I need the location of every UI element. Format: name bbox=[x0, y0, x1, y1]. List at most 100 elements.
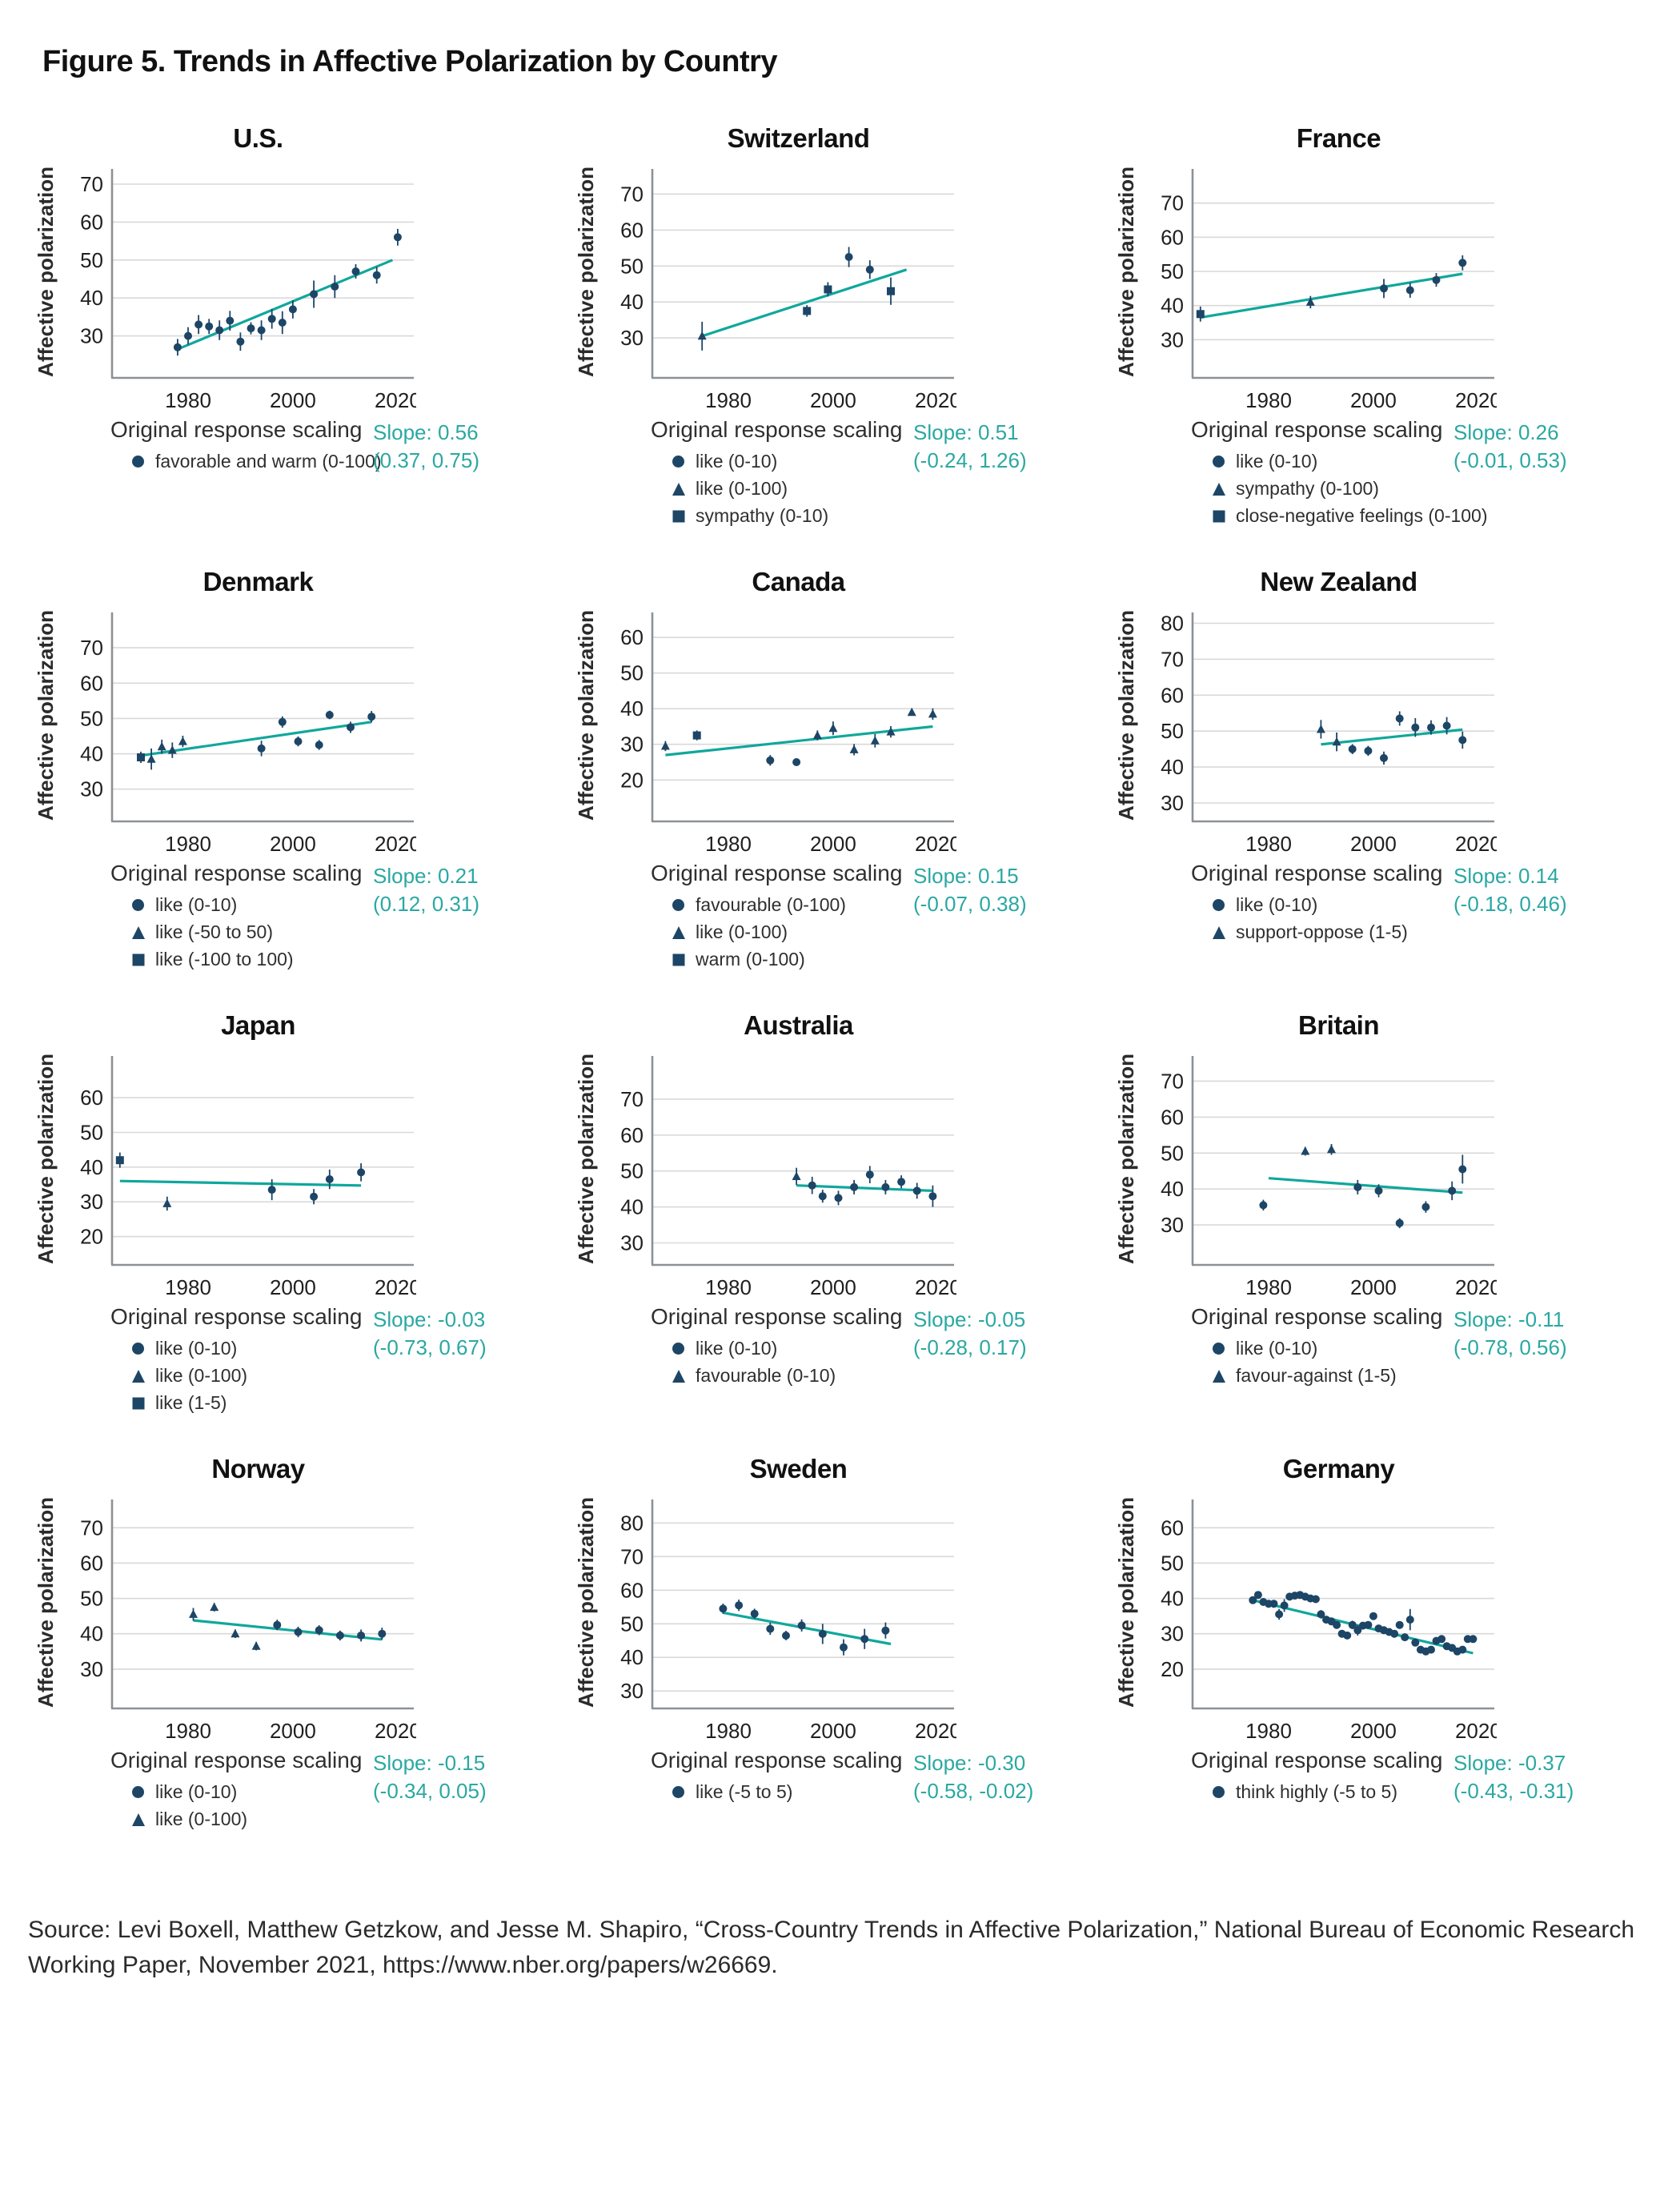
legend-item-label: like (-50 to 50) bbox=[155, 921, 274, 942]
svg-text:60: 60 bbox=[1161, 225, 1184, 249]
charts-grid: U.S. Affective polarization 30 40 50 60 70 19… bbox=[24, 118, 1644, 1868]
chart-plot: 30 40 50 60 70 80 1980 2000 2020 bbox=[1161, 612, 1497, 853]
slope-ci: (0.37, 0.75) bbox=[373, 448, 479, 473]
legend-item-label: like (0-10) bbox=[1236, 451, 1318, 472]
svg-text:60: 60 bbox=[620, 1578, 644, 1602]
legend-item: like (0-10) bbox=[1212, 1338, 1645, 1359]
legend-item-label: warm (0-100) bbox=[696, 949, 805, 970]
legend-item: sympathy (0-10) bbox=[672, 505, 1105, 527]
triangle-marker-icon bbox=[1212, 482, 1229, 496]
square-marker-icon bbox=[672, 953, 689, 967]
svg-text:50: 50 bbox=[1161, 1141, 1184, 1165]
svg-text:40: 40 bbox=[620, 1645, 644, 1669]
legend-item: like (0-10) bbox=[1212, 451, 1645, 472]
svg-text:2000: 2000 bbox=[1350, 1275, 1397, 1296]
slope-annotation: Slope: 0.14 (-0.18, 0.46) bbox=[1453, 862, 1567, 918]
svg-text:80: 80 bbox=[1161, 612, 1184, 636]
legend-item: favour-against (1-5) bbox=[1212, 1365, 1645, 1387]
svg-text:2020: 2020 bbox=[375, 832, 416, 853]
slope-ci: (-0.18, 0.46) bbox=[1453, 892, 1567, 917]
legend: Original response scaling like (0-10) lik… bbox=[110, 1304, 564, 1414]
y-axis-label: Affective polarization bbox=[574, 609, 598, 821]
svg-text:30: 30 bbox=[620, 326, 644, 350]
svg-text:70: 70 bbox=[80, 636, 103, 660]
svg-text:50: 50 bbox=[1161, 1551, 1184, 1575]
legend-heading: Original response scaling bbox=[110, 1748, 363, 1772]
slope-ci: (-0.78, 0.56) bbox=[1453, 1335, 1567, 1360]
legend-row: Original response scaling like (0-10) lik… bbox=[651, 417, 1105, 537]
chart-plot: 30 40 50 60 70 1980 2000 2020 bbox=[80, 169, 416, 409]
legend-item: like (0-100) bbox=[131, 1365, 564, 1387]
svg-text:1980: 1980 bbox=[165, 1719, 211, 1740]
svg-text:2020: 2020 bbox=[915, 1275, 956, 1296]
chart-panel-germany: Germany Affective polarization 20 30 40 50 6… bbox=[1105, 1448, 1645, 1868]
circle-marker-icon bbox=[672, 1785, 689, 1799]
triangle-marker-icon bbox=[672, 925, 689, 940]
slope-annotation: Slope: 0.56 (0.37, 0.75) bbox=[373, 419, 479, 475]
svg-text:70: 70 bbox=[620, 182, 644, 206]
svg-text:40: 40 bbox=[80, 1155, 103, 1179]
slope-value: Slope: -0.15 bbox=[373, 1751, 486, 1775]
legend-items: favourable (0-100) like (0-100) warm (0-10… bbox=[672, 894, 1105, 970]
square-marker-icon bbox=[672, 509, 689, 524]
chart-panel-u-s: U.S. Affective polarization 30 40 50 60 70 19… bbox=[24, 118, 564, 537]
slope-annotation: Slope: -0.11 (-0.78, 0.56) bbox=[1453, 1306, 1567, 1362]
triangle-marker-icon bbox=[131, 1813, 149, 1827]
legend-item: like (0-10) bbox=[672, 1338, 1105, 1359]
legend-item: like (0-10) bbox=[131, 1781, 564, 1803]
square-marker-icon bbox=[131, 953, 149, 967]
chart-panel-australia: Australia Affective polarization 30 40 50 6… bbox=[564, 1005, 1105, 1424]
svg-text:1980: 1980 bbox=[705, 1719, 752, 1740]
slope-value: Slope: 0.14 bbox=[1453, 864, 1559, 888]
svg-text:50: 50 bbox=[80, 1587, 103, 1611]
svg-text:1980: 1980 bbox=[1245, 388, 1292, 409]
chart-title: Switzerland bbox=[727, 123, 870, 153]
legend-item-label: favourable (0-100) bbox=[696, 894, 846, 915]
svg-text:70: 70 bbox=[1161, 1069, 1184, 1093]
y-axis-label: Affective polarization bbox=[574, 166, 598, 377]
slope-ci: (-0.07, 0.38) bbox=[913, 892, 1027, 917]
legend-item-label: like (0-100) bbox=[155, 1365, 248, 1386]
slope-value: Slope: -0.03 bbox=[373, 1307, 486, 1331]
triangle-marker-icon bbox=[672, 482, 689, 496]
legend-heading: Original response scaling bbox=[110, 861, 363, 885]
legend-heading: Original response scaling bbox=[110, 1304, 363, 1329]
legend-row: Original response scaling like (0-10) lik… bbox=[110, 1304, 564, 1424]
svg-text:1980: 1980 bbox=[1245, 1275, 1292, 1296]
chart-panel-norway: Norway Affective polarization 30 40 50 60 70… bbox=[24, 1448, 564, 1868]
legend-heading: Original response scaling bbox=[651, 417, 903, 442]
legend-item-label: like (0-10) bbox=[155, 894, 238, 915]
chart-title: Canada bbox=[752, 567, 845, 596]
chart-plot: 30 40 50 60 70 1980 2000 2020 bbox=[620, 169, 956, 409]
svg-text:2000: 2000 bbox=[810, 1719, 856, 1740]
svg-text:30: 30 bbox=[620, 733, 644, 757]
slope-value: Slope: -0.11 bbox=[1453, 1307, 1565, 1331]
legend-row: Original response scaling like (0-10) fav… bbox=[1191, 1304, 1645, 1424]
legend-items: like (0-10) support-oppose (1-5) bbox=[1212, 894, 1645, 943]
svg-text:40: 40 bbox=[620, 697, 644, 721]
y-axis-label: Affective polarization bbox=[34, 609, 58, 821]
slope-ci: (-0.28, 0.17) bbox=[913, 1335, 1027, 1360]
legend-row: Original response scaling like (0-10) sym… bbox=[1191, 417, 1645, 537]
svg-text:30: 30 bbox=[80, 1190, 103, 1214]
svg-text:1980: 1980 bbox=[705, 832, 752, 853]
legend-item: like (0-100) bbox=[131, 1809, 564, 1830]
legend-item-label: favorable and warm (0-100) bbox=[155, 451, 382, 472]
legend-item-label: like (-100 to 100) bbox=[155, 949, 294, 970]
plot-row: Affective polarization 30 40 50 60 70 80 1980 2… bbox=[564, 1490, 1105, 1740]
svg-text:50: 50 bbox=[620, 1612, 644, 1636]
svg-text:30: 30 bbox=[80, 777, 103, 801]
svg-text:30: 30 bbox=[1161, 1622, 1184, 1646]
chart-panel-britain: Britain Affective polarization 30 40 50 60 7… bbox=[1105, 1005, 1645, 1424]
svg-text:40: 40 bbox=[1161, 294, 1184, 318]
legend-item-label: like (-5 to 5) bbox=[696, 1781, 793, 1802]
legend-row: Original response scaling like (0-10) fav… bbox=[651, 1304, 1105, 1424]
circle-marker-icon bbox=[1212, 1785, 1229, 1799]
legend-item: like (-5 to 5) bbox=[672, 1781, 1105, 1803]
plot-row: Affective polarization 20 30 40 50 60 1980 200… bbox=[564, 603, 1105, 853]
svg-text:70: 70 bbox=[1161, 191, 1184, 215]
legend-item: like (0-100) bbox=[672, 478, 1105, 500]
slope-annotation: Slope: 0.51 (-0.24, 1.26) bbox=[913, 419, 1027, 475]
slope-value: Slope: 0.56 bbox=[373, 420, 479, 444]
svg-text:40: 40 bbox=[80, 286, 103, 310]
